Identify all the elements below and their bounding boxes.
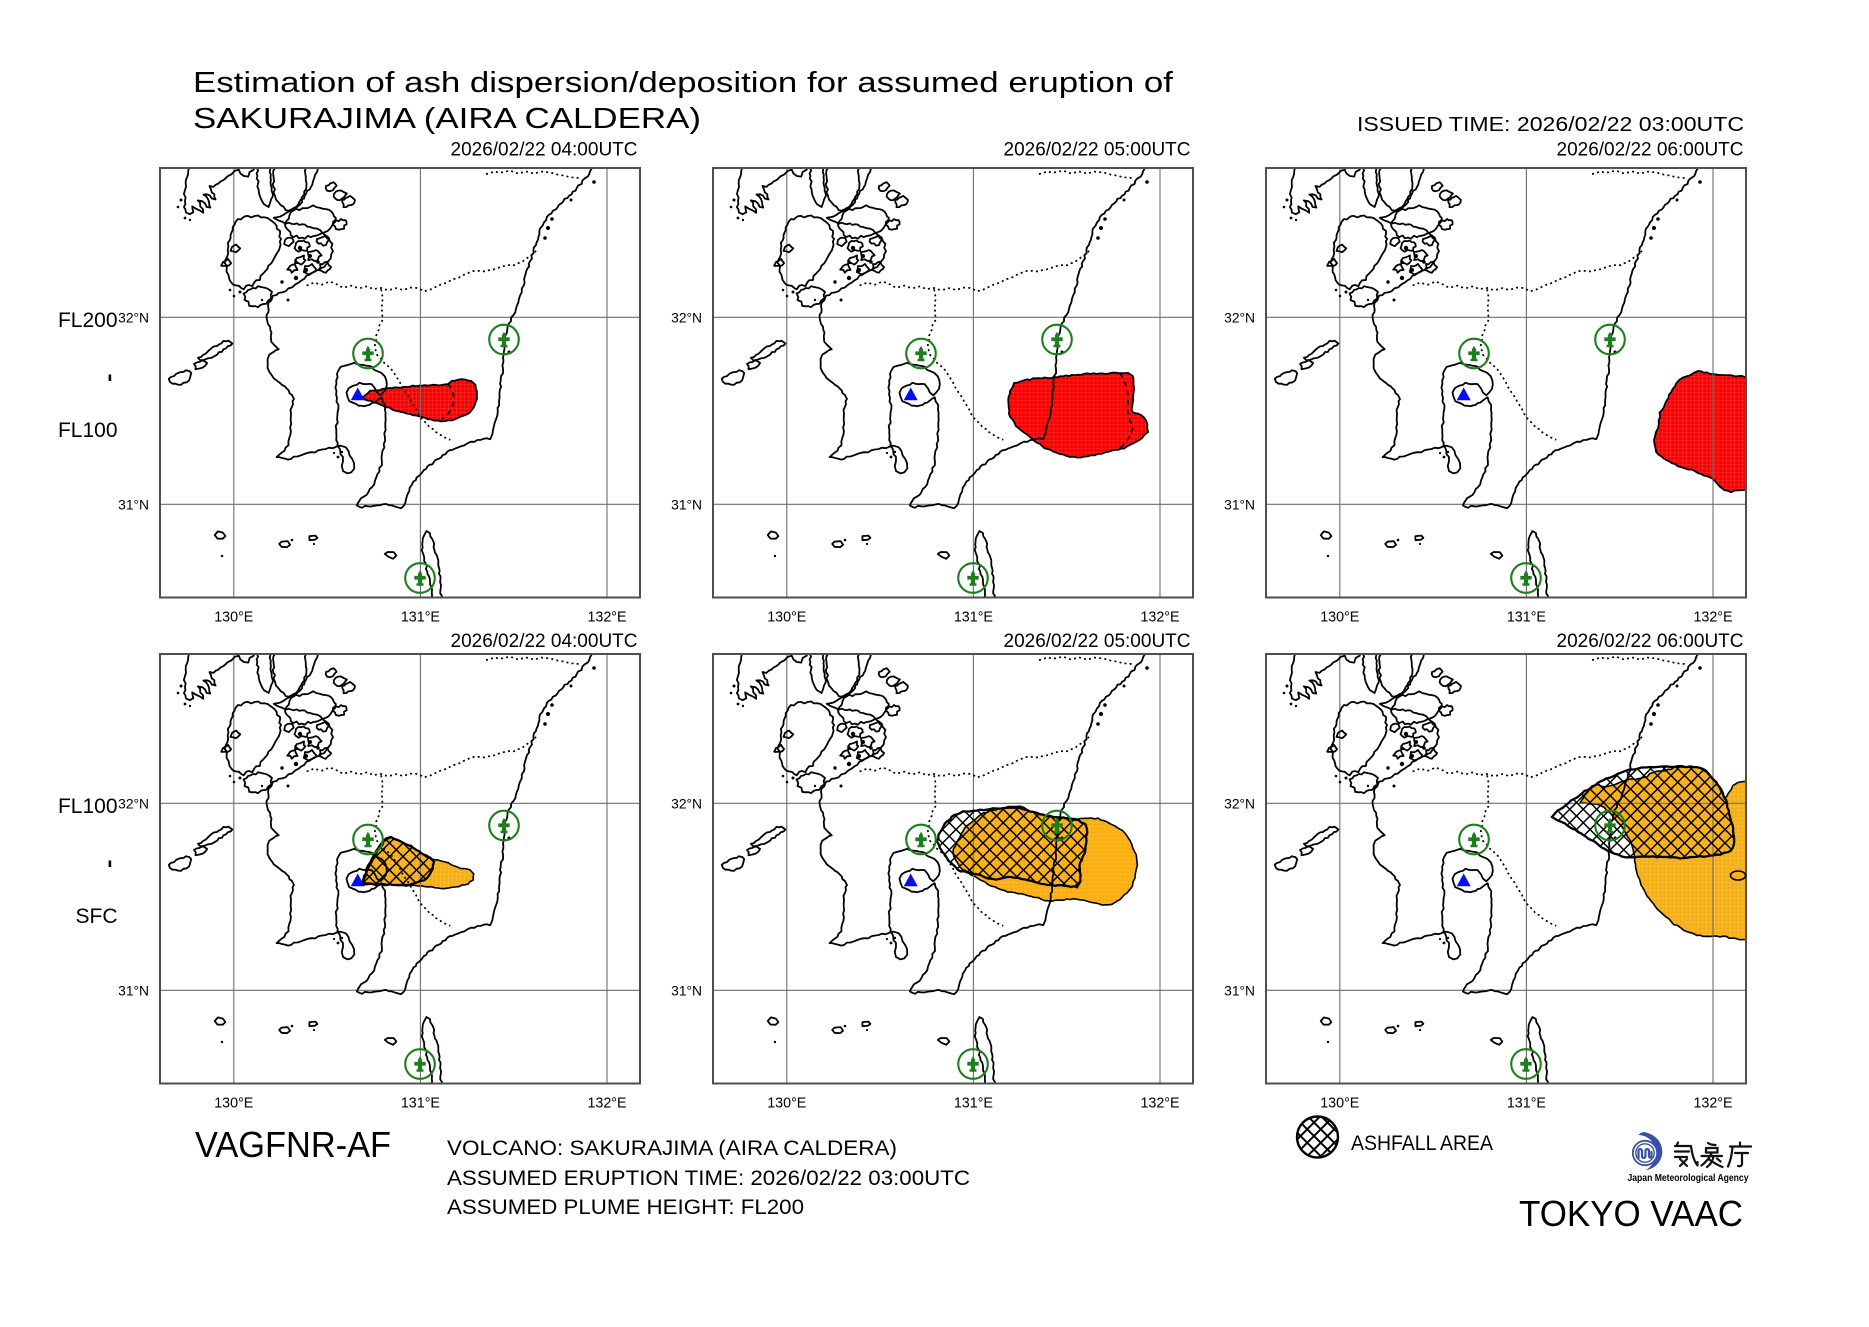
svg-text:131°E: 131°E xyxy=(1507,610,1546,626)
svg-text:132°E: 132°E xyxy=(1693,610,1732,626)
svg-text:130°E: 130°E xyxy=(767,1096,806,1112)
svg-text:Japan Meteorological Agency: Japan Meteorological Agency xyxy=(1628,1173,1749,1184)
svg-text:TOKYO VAAC: TOKYO VAAC xyxy=(1519,1193,1743,1234)
svg-text:2026/02/22 06:00UTC: 2026/02/22 06:00UTC xyxy=(1557,630,1744,652)
svg-text:2026/02/22 05:00UTC: 2026/02/22 05:00UTC xyxy=(1004,139,1191,161)
svg-text:132°E: 132°E xyxy=(1693,1096,1732,1112)
svg-text:31°N: 31°N xyxy=(118,498,149,513)
svg-text:32°N: 32°N xyxy=(118,311,149,326)
svg-text:FL100: FL100 xyxy=(58,419,118,442)
svg-text:131°E: 131°E xyxy=(954,1096,993,1112)
svg-text:132°E: 132°E xyxy=(587,1096,626,1112)
svg-text:2026/02/22 04:00UTC: 2026/02/22 04:00UTC xyxy=(451,139,638,161)
svg-text:2026/02/22 04:00UTC: 2026/02/22 04:00UTC xyxy=(451,630,638,652)
svg-text:31°N: 31°N xyxy=(118,984,149,999)
svg-text:32°N: 32°N xyxy=(1224,797,1255,812)
svg-text:31°N: 31°N xyxy=(1224,498,1255,513)
svg-text:132°E: 132°E xyxy=(587,610,626,626)
svg-text:131°E: 131°E xyxy=(1507,1096,1546,1112)
svg-text:132°E: 132°E xyxy=(1140,1096,1179,1112)
svg-text:32°N: 32°N xyxy=(671,311,702,326)
svg-text:32°N: 32°N xyxy=(1224,311,1255,326)
svg-text:VOLCANO: SAKURAJIMA (AIRA CALD: VOLCANO: SAKURAJIMA (AIRA CALDERA) xyxy=(447,1136,897,1160)
svg-text:32°N: 32°N xyxy=(118,797,149,812)
svg-text:31°N: 31°N xyxy=(1224,984,1255,999)
svg-text:131°E: 131°E xyxy=(401,610,440,626)
svg-text:130°E: 130°E xyxy=(214,610,253,626)
svg-text:ASSUMED ERUPTION TIME: 2026/02: ASSUMED ERUPTION TIME: 2026/02/22 03:00U… xyxy=(447,1166,970,1190)
svg-text:2026/02/22 05:00UTC: 2026/02/22 05:00UTC xyxy=(1004,630,1191,652)
svg-text:Estimation of ash dispersion/d: Estimation of ash dispersion/deposition … xyxy=(193,67,1173,99)
svg-text:131°E: 131°E xyxy=(401,1096,440,1112)
svg-text:130°E: 130°E xyxy=(1320,1096,1359,1112)
svg-text:FL200: FL200 xyxy=(58,309,118,332)
svg-text:130°E: 130°E xyxy=(1320,610,1359,626)
svg-text:31°N: 31°N xyxy=(671,984,702,999)
svg-text:ISSUED TIME: 2026/02/22 03:00U: ISSUED TIME: 2026/02/22 03:00UTC xyxy=(1357,113,1744,136)
svg-text:32°N: 32°N xyxy=(671,797,702,812)
svg-text:SAKURAJIMA (AIRA CALDERA): SAKURAJIMA (AIRA CALDERA) xyxy=(193,103,701,135)
svg-text:VAGFNR-AF: VAGFNR-AF xyxy=(195,1124,391,1165)
svg-text:132°E: 132°E xyxy=(1140,610,1179,626)
svg-text:ASHFALL AREA: ASHFALL AREA xyxy=(1351,1132,1493,1155)
svg-text:FL100: FL100 xyxy=(58,795,118,818)
svg-text:2026/02/22 06:00UTC: 2026/02/22 06:00UTC xyxy=(1557,139,1744,161)
svg-text:31°N: 31°N xyxy=(671,498,702,513)
svg-text:130°E: 130°E xyxy=(214,1096,253,1112)
svg-text:SFC: SFC xyxy=(76,905,118,928)
svg-text:130°E: 130°E xyxy=(767,610,806,626)
svg-text:ASSUMED PLUME HEIGHT: FL200: ASSUMED PLUME HEIGHT: FL200 xyxy=(447,1195,804,1219)
svg-text:131°E: 131°E xyxy=(954,610,993,626)
